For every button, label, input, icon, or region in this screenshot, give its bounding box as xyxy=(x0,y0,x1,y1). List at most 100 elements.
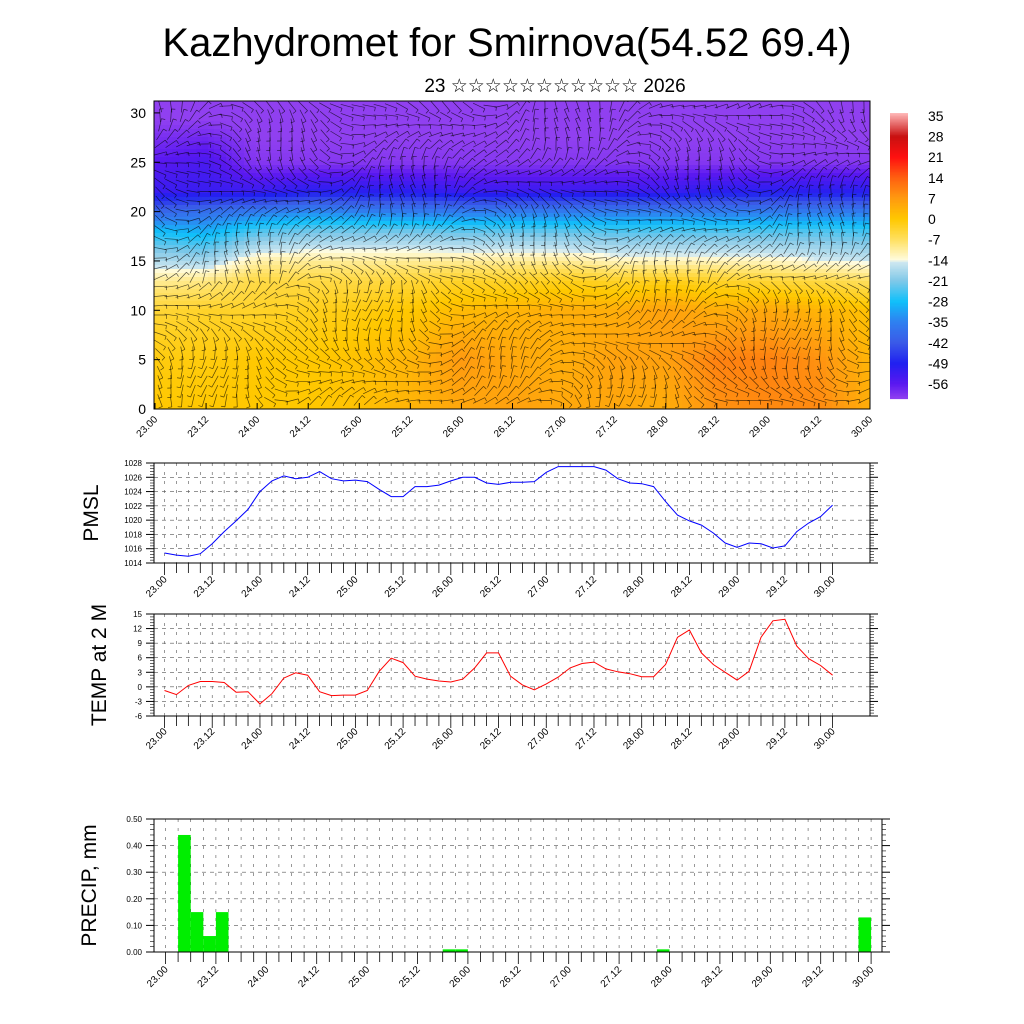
heatmap-cell xyxy=(256,109,263,114)
heatmap-cell xyxy=(490,297,497,302)
heatmap-cell xyxy=(298,129,305,134)
heatmap-cell xyxy=(382,193,389,198)
heatmap-cell xyxy=(298,305,305,310)
heatmap-cell xyxy=(352,189,359,194)
heatmap-cell xyxy=(334,257,341,262)
heatmap-cell xyxy=(214,165,221,170)
heatmap-cell xyxy=(154,337,161,342)
heatmap-cell xyxy=(208,325,215,330)
heatmap-cell xyxy=(538,185,545,190)
heatmap-cell xyxy=(196,277,203,282)
heatmap-cell xyxy=(244,197,251,202)
heatmap-cell xyxy=(436,393,443,398)
heatmap-cell xyxy=(316,353,323,358)
heatmap-cell xyxy=(190,173,197,178)
heatmap-cell xyxy=(340,121,347,126)
heatmap-cell xyxy=(310,101,317,106)
heatmap-cell xyxy=(382,217,389,222)
heatmap-cell xyxy=(514,221,521,226)
heatmap-cell xyxy=(538,249,545,254)
heatmap-cell xyxy=(484,137,491,142)
heatmap-cell xyxy=(196,197,203,202)
heatmap-cell xyxy=(424,341,431,346)
heatmap-cell xyxy=(394,393,401,398)
heatmap-cell xyxy=(232,197,239,202)
heatmap-cell xyxy=(454,329,461,334)
heatmap-cell xyxy=(226,145,233,150)
heatmap-cell xyxy=(280,209,287,214)
heatmap-cell xyxy=(196,153,203,158)
heatmap-cell xyxy=(484,237,491,242)
heatmap-cell xyxy=(310,241,317,246)
heatmap-cell xyxy=(466,293,473,298)
heatmap-cell xyxy=(214,385,221,390)
heatmap-cell xyxy=(190,317,197,322)
heatmap-cell xyxy=(316,241,323,246)
heatmap-cell xyxy=(430,305,437,310)
heatmap-cell xyxy=(238,233,245,238)
heatmap-cell xyxy=(232,145,239,150)
heatmap-cell xyxy=(406,185,413,190)
heatmap-cell xyxy=(520,105,527,110)
heatmap-cell xyxy=(364,217,371,222)
heatmap-cell xyxy=(166,281,173,286)
heatmap-cell xyxy=(262,257,269,262)
heatmap-cell xyxy=(268,149,275,154)
heatmap-cell xyxy=(412,357,419,362)
heatmap-cell xyxy=(160,293,167,298)
heatmap-cell xyxy=(430,165,437,170)
heatmap-cell xyxy=(382,237,389,242)
heatmap-cell xyxy=(352,393,359,398)
heatmap-cell xyxy=(178,309,185,314)
heatmap-cell xyxy=(442,101,449,106)
heatmap-cell xyxy=(202,397,209,402)
heatmap-cell xyxy=(184,341,191,346)
heatmap-cell xyxy=(238,125,245,130)
heatmap-cell xyxy=(268,265,275,270)
heatmap-cell xyxy=(190,285,197,290)
heatmap-cell xyxy=(220,213,227,218)
heatmap-cell xyxy=(298,201,305,206)
heatmap-cell xyxy=(532,233,539,238)
heatmap-cell xyxy=(160,209,167,214)
heatmap-cell xyxy=(520,357,527,362)
heatmap-cell xyxy=(382,341,389,346)
heatmap-cell xyxy=(376,341,383,346)
heatmap-cell xyxy=(454,157,461,162)
heatmap-cell xyxy=(526,253,533,258)
heatmap-cell xyxy=(394,201,401,206)
heatmap-cell xyxy=(478,301,485,306)
heatmap-cell xyxy=(514,113,521,118)
heatmap-cell xyxy=(202,309,209,314)
heatmap-cell xyxy=(526,237,533,242)
heatmap-cell xyxy=(508,293,515,298)
heatmap-cell xyxy=(178,313,185,318)
heatmap-cell xyxy=(298,169,305,174)
heatmap-cell xyxy=(292,321,299,326)
heatmap-cell xyxy=(190,329,197,334)
heatmap-cell xyxy=(382,393,389,398)
heatmap-cell xyxy=(412,393,419,398)
heatmap-cell xyxy=(388,361,395,366)
heatmap-cell xyxy=(514,233,521,238)
heatmap-cell xyxy=(154,261,161,266)
heatmap-cell xyxy=(280,325,287,330)
heatmap-cell xyxy=(346,153,353,158)
heatmap-cell xyxy=(490,153,497,158)
heatmap-cell xyxy=(196,245,203,250)
heatmap-cell xyxy=(286,121,293,126)
heatmap-cell xyxy=(268,125,275,130)
heatmap-cell xyxy=(382,401,389,406)
heatmap-cell xyxy=(478,393,485,398)
heatmap-cell xyxy=(262,133,269,138)
heatmap-cell xyxy=(250,353,257,358)
heatmap-cell xyxy=(424,229,431,234)
heatmap-cell xyxy=(208,133,215,138)
heatmap-cell xyxy=(538,233,545,238)
heatmap-cell xyxy=(370,377,377,382)
heatmap-cell xyxy=(394,297,401,302)
heatmap-cell xyxy=(232,141,239,146)
heatmap-cell xyxy=(472,165,479,170)
heatmap-cell xyxy=(418,217,425,222)
heatmap-cell xyxy=(490,117,497,122)
